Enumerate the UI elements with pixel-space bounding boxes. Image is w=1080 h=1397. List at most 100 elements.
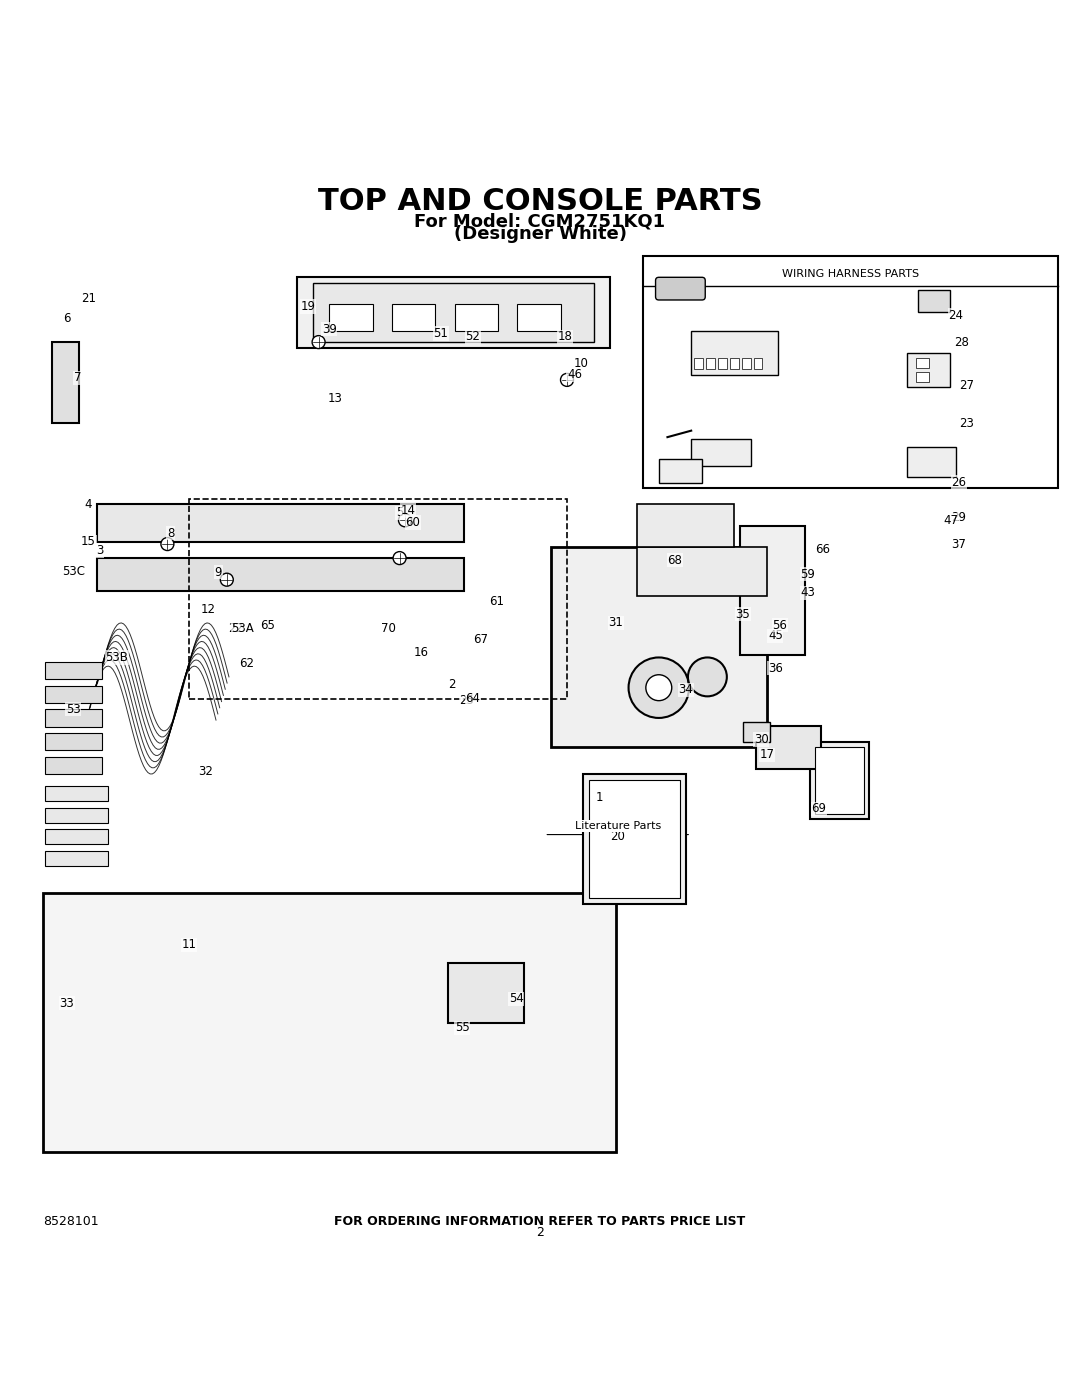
Text: 52: 52	[465, 330, 481, 344]
Text: For Model: CGM2751KQ1: For Model: CGM2751KQ1	[415, 212, 665, 231]
Bar	[52, 342, 79, 423]
Text: 2: 2	[536, 1225, 544, 1239]
Text: 8528101: 8528101	[43, 1215, 99, 1228]
Text: 32: 32	[198, 766, 213, 778]
Text: Literature Parts: Literature Parts	[575, 821, 661, 831]
Text: 60: 60	[405, 515, 420, 529]
Text: 35: 35	[735, 608, 751, 620]
Bar	[45, 851, 108, 866]
Bar	[45, 710, 102, 726]
Circle shape	[393, 552, 406, 564]
Text: 70: 70	[381, 622, 396, 634]
Text: WIRING HARNESS PARTS: WIRING HARNESS PARTS	[782, 268, 919, 278]
Text: 55: 55	[455, 1021, 470, 1034]
Bar	[691, 331, 778, 374]
Bar	[706, 358, 715, 369]
Text: 36: 36	[768, 662, 783, 675]
Bar	[815, 747, 864, 814]
Circle shape	[312, 335, 325, 349]
Bar	[659, 458, 702, 482]
Bar	[455, 305, 498, 331]
Text: FOR ORDERING INFORMATION REFER TO PARTS PRICE LIST: FOR ORDERING INFORMATION REFER TO PARTS …	[335, 1215, 745, 1228]
Text: 31: 31	[608, 616, 623, 630]
Bar	[916, 373, 929, 381]
Text: 24: 24	[948, 309, 963, 321]
Text: 56: 56	[772, 619, 787, 631]
Text: 12: 12	[201, 604, 216, 616]
Text: 59: 59	[800, 567, 815, 581]
Text: 27: 27	[959, 379, 974, 391]
Bar	[907, 353, 950, 387]
Text: 39: 39	[322, 323, 337, 335]
Text: 34: 34	[678, 683, 693, 696]
Text: 9: 9	[215, 566, 221, 578]
Text: 47: 47	[943, 514, 958, 527]
Bar	[740, 525, 805, 655]
Bar	[45, 662, 102, 679]
FancyBboxPatch shape	[97, 557, 464, 591]
Bar	[742, 358, 751, 369]
Bar	[551, 548, 767, 747]
Bar	[743, 722, 770, 742]
Text: 17: 17	[759, 749, 774, 761]
Text: 33: 33	[59, 996, 75, 1010]
Text: 69: 69	[811, 802, 826, 816]
Text: 64: 64	[465, 692, 481, 705]
Text: 61: 61	[489, 595, 504, 608]
Bar	[583, 774, 686, 904]
Bar	[313, 282, 594, 342]
Text: 1: 1	[596, 791, 603, 805]
Bar	[637, 504, 734, 548]
Text: 37: 37	[951, 538, 967, 550]
Text: 10: 10	[573, 358, 589, 370]
Text: 67: 67	[473, 633, 488, 645]
FancyBboxPatch shape	[297, 277, 610, 348]
Text: 25: 25	[459, 694, 474, 707]
Bar	[918, 291, 950, 312]
Text: 62: 62	[239, 658, 254, 671]
Text: TOP AND CONSOLE PARTS: TOP AND CONSOLE PARTS	[318, 187, 762, 217]
Bar	[45, 757, 102, 774]
Text: 11: 11	[181, 939, 197, 951]
Text: 26: 26	[951, 476, 967, 489]
Bar	[189, 499, 567, 698]
Circle shape	[561, 373, 573, 387]
Text: 29: 29	[951, 510, 967, 524]
Circle shape	[646, 675, 672, 701]
Text: 45: 45	[768, 630, 783, 643]
Text: 22: 22	[228, 622, 243, 634]
Bar	[392, 305, 435, 331]
Text: 8: 8	[167, 527, 174, 539]
Bar	[43, 893, 616, 1153]
Bar	[691, 439, 751, 467]
Text: 54: 54	[509, 992, 524, 1006]
Text: 2: 2	[448, 678, 455, 692]
Bar	[45, 686, 102, 703]
Text: 19: 19	[300, 300, 315, 313]
Bar	[45, 807, 108, 823]
FancyBboxPatch shape	[656, 277, 705, 300]
Bar	[718, 358, 727, 369]
Bar	[45, 787, 108, 800]
Text: 46: 46	[567, 367, 582, 381]
Text: 66: 66	[815, 543, 831, 556]
Text: 53: 53	[66, 703, 81, 715]
Text: 21: 21	[81, 292, 96, 306]
Circle shape	[161, 538, 174, 550]
FancyBboxPatch shape	[97, 504, 464, 542]
Text: 23: 23	[959, 416, 974, 430]
Bar	[907, 447, 956, 478]
Circle shape	[399, 514, 411, 527]
Text: 16: 16	[414, 645, 429, 658]
Text: 53C: 53C	[62, 564, 85, 577]
Bar	[916, 358, 929, 367]
Bar	[730, 358, 739, 369]
Bar	[448, 963, 524, 1023]
Bar	[754, 358, 762, 369]
Bar	[637, 548, 767, 597]
Text: 15: 15	[81, 535, 96, 549]
Bar	[694, 358, 703, 369]
Text: 3: 3	[96, 543, 103, 557]
Text: (Designer White): (Designer White)	[454, 225, 626, 243]
Bar	[517, 305, 561, 331]
